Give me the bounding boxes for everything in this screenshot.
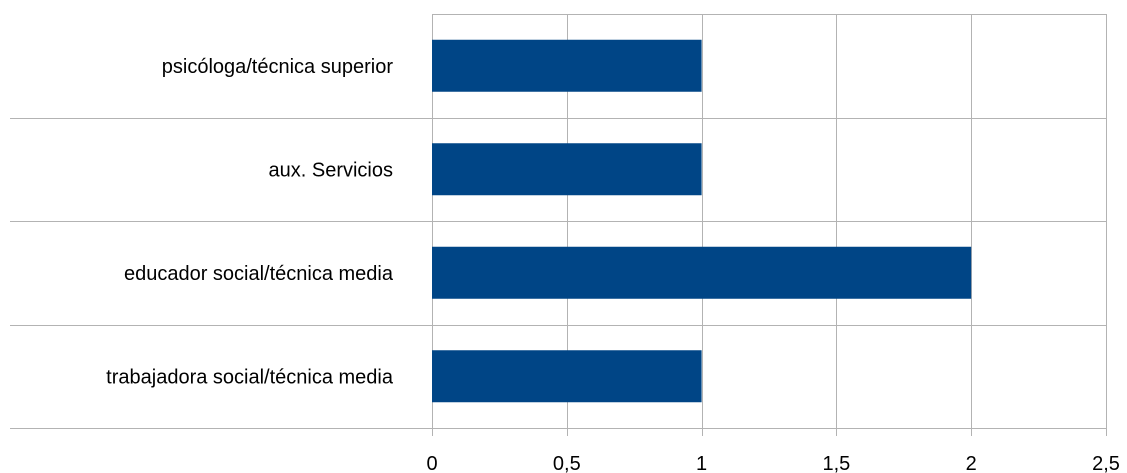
x-tick-label: 1	[696, 453, 707, 473]
category-labels: psicóloga/técnica superior aux. Servicios…	[106, 56, 394, 389]
category-label: educador social/técnica media	[124, 263, 394, 285]
category-label: aux. Servicios	[269, 159, 394, 181]
x-tick-label: 2	[966, 453, 977, 473]
x-tick-label: 0,5	[553, 453, 581, 473]
category-label: trabajadora social/técnica media	[106, 366, 394, 388]
x-tick-label: 2,5	[1092, 453, 1120, 473]
x-tick-labels: 0 0,5 1 1,5 2 2,5	[426, 453, 1119, 473]
bar-0	[432, 39, 702, 92]
bar-2	[432, 246, 972, 299]
x-tick-label: 0	[426, 453, 437, 473]
x-tick-label: 1,5	[822, 453, 850, 473]
bar-1	[432, 143, 702, 196]
bars	[432, 39, 972, 403]
category-separators	[10, 14, 1107, 429]
category-label: psicóloga/técnica superior	[162, 56, 394, 78]
bar-3	[432, 350, 702, 403]
